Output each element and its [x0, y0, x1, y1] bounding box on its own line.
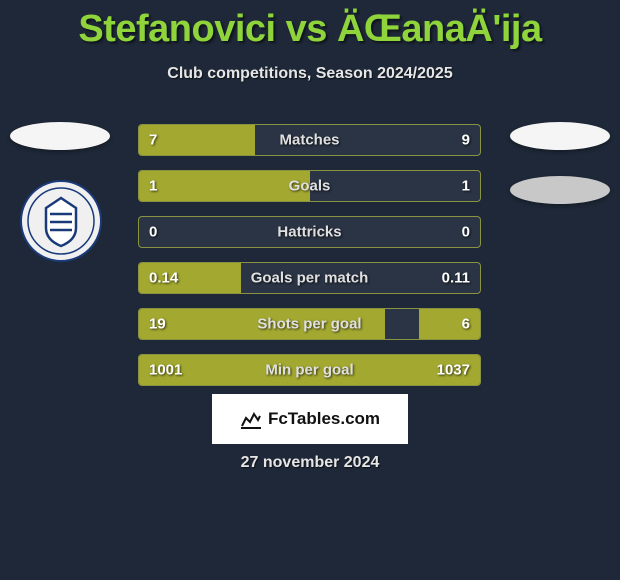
- player-left-placeholder: [10, 122, 110, 150]
- stat-right-value: 1: [462, 178, 470, 195]
- team-logo-left: [20, 180, 102, 262]
- stat-label: Shots per goal: [257, 316, 361, 333]
- footer-brand-logo: FcTables.com: [212, 394, 408, 444]
- stat-label: Min per goal: [265, 362, 353, 379]
- bar-fill-left: [139, 171, 310, 201]
- stat-left-value: 7: [149, 132, 157, 149]
- stat-row: 1001 1037 Min per goal: [138, 354, 481, 386]
- stat-row: 7 9 Matches: [138, 124, 481, 156]
- stat-right-value: 1037: [437, 362, 470, 379]
- stat-left-value: 1001: [149, 362, 182, 379]
- stat-left-value: 1: [149, 178, 157, 195]
- stat-label: Goals: [289, 178, 331, 195]
- stat-left-value: 19: [149, 316, 166, 333]
- stat-right-value: 6: [462, 316, 470, 333]
- bar-fill-right: [419, 309, 480, 339]
- stat-right-value: 0: [462, 224, 470, 241]
- stat-label: Hattricks: [277, 224, 341, 241]
- stat-right-value: 9: [462, 132, 470, 149]
- stat-right-value: 0.11: [442, 270, 470, 287]
- comparison-subtitle: Club competitions, Season 2024/2025: [0, 65, 620, 83]
- stat-row: 0 0 Hattricks: [138, 216, 481, 248]
- player-right-placeholder-1: [510, 122, 610, 150]
- stat-left-value: 0: [149, 224, 157, 241]
- player-right-placeholder-2: [510, 176, 610, 204]
- stat-row: 0.14 0.11 Goals per match: [138, 262, 481, 294]
- stat-label: Goals per match: [251, 270, 369, 287]
- stat-row: 1 1 Goals: [138, 170, 481, 202]
- comparison-date: 27 november 2024: [241, 454, 380, 472]
- comparison-title: Stefanovici vs ÄŒanaÄ'ija: [0, 0, 620, 51]
- stat-left-value: 0.14: [149, 270, 178, 287]
- stat-row: 19 6 Shots per goal: [138, 308, 481, 340]
- stat-label: Matches: [279, 132, 339, 149]
- footer-brand-text: FcTables.com: [268, 409, 380, 429]
- comparison-bars: 7 9 Matches 1 1 Goals 0 0 Hattricks 0.14 0.11 Goals…: [138, 124, 481, 400]
